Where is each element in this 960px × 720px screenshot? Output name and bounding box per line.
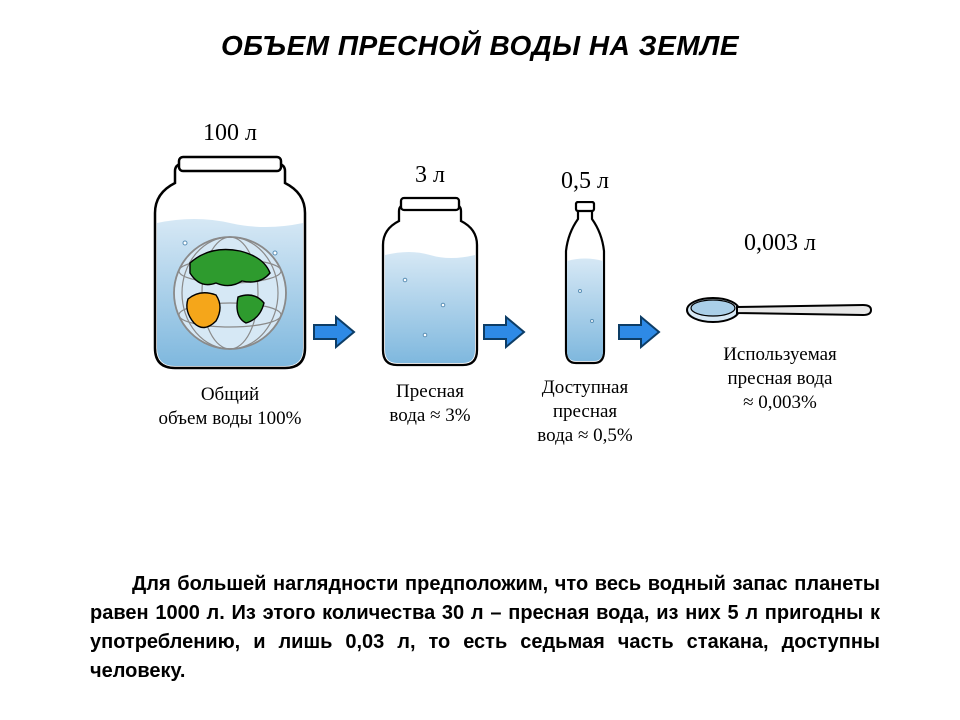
caption-bottle: Доступная пресная вода ≈ 0,5% [535, 376, 635, 447]
arrow-icon [617, 315, 661, 349]
page-title: ОБЪЕМ ПРЕСНОЙ ВОДЫ НА ЗЕМЛЕ [0, 30, 960, 62]
volume-label: 100 л [130, 120, 330, 147]
item-bottle: 0,5 л Доступная пресная вода ≈ 0,5% [535, 120, 635, 447]
caption-spoon: Используемая пресная вода ≈ 0,003% [675, 343, 885, 414]
item-jar-large: 100 л [130, 120, 330, 431]
globe-icon [174, 237, 286, 349]
volume-label: 0,003 л [675, 230, 885, 257]
jar-large-vessel [130, 153, 330, 373]
item-spoon: 0,003 л Используемая пресная вода ≈ 0,00… [675, 120, 885, 414]
volume-label: 3 л [365, 162, 495, 189]
description-paragraph: Для большей наглядности предположим, что… [90, 570, 880, 686]
arrow-icon [312, 315, 356, 349]
arrow-icon [482, 315, 526, 349]
jar-medium-vessel [365, 195, 495, 370]
volume-label: 0,5 л [535, 168, 635, 195]
spoon-vessel [675, 293, 885, 327]
diagram-area: 100 л [130, 120, 960, 500]
item-jar-medium: 3 л Пресная вода ≈ 3% [365, 120, 495, 428]
caption-jar-medium: Пресная вода ≈ 3% [365, 380, 495, 428]
caption-jar-large: Общий объем воды 100% [130, 383, 330, 431]
